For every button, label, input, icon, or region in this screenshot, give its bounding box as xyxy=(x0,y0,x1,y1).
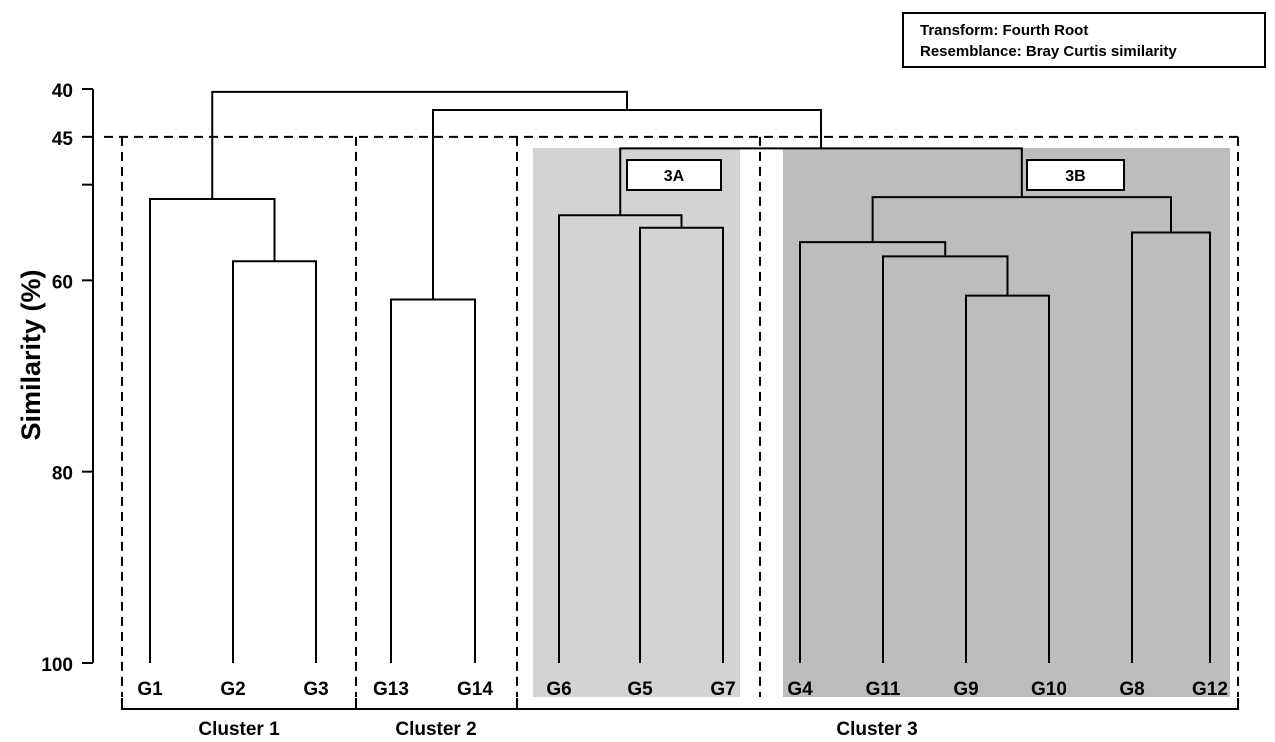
y-axis-label: Similarity (%) xyxy=(16,269,46,440)
y-tick-label-100: 100 xyxy=(41,655,73,676)
y-tick-label-45: 45 xyxy=(52,129,74,150)
transform-note: Transform: Fourth Root xyxy=(920,22,1089,39)
subgroup-3a-shade xyxy=(533,148,740,697)
leaf-label-g9: G9 xyxy=(953,679,978,700)
subgroup-3b-shade xyxy=(783,148,1230,697)
cluster-label-1: Cluster 1 xyxy=(198,719,280,740)
subgroup-3b-label: 3B xyxy=(1065,168,1085,185)
cluster-label-3: Cluster 3 xyxy=(836,719,917,740)
subgroup-3a-label-box xyxy=(626,159,722,191)
leaf-label-g1: G1 xyxy=(137,679,163,700)
leaf-label-g11: G11 xyxy=(866,679,901,700)
leaf-label-g12: G12 xyxy=(1192,679,1228,700)
leaf-label-g4: G4 xyxy=(787,679,813,700)
method-annotation-box: Transform: Fourth Root Resemblance: Bray… xyxy=(902,12,1266,68)
leaf-label-g5: G5 xyxy=(627,679,653,700)
y-tick-label-40: 40 xyxy=(52,81,73,102)
y-tick-label-80: 80 xyxy=(52,464,73,485)
cluster-label-2: Cluster 2 xyxy=(395,719,476,740)
leaf-label-g6: G6 xyxy=(546,679,571,700)
resemblance-note: Resemblance: Bray Curtis similarity xyxy=(920,43,1177,60)
leaf-label-g10: G10 xyxy=(1031,679,1067,700)
leaf-label-g7: G7 xyxy=(710,679,735,700)
y-tick-label-60: 60 xyxy=(52,272,73,293)
leaf-label-g14: G14 xyxy=(457,679,493,700)
subgroup-3a-label: 3A xyxy=(664,168,685,185)
leaf-label-g3: G3 xyxy=(303,679,328,700)
leaf-label-g13: G13 xyxy=(373,679,409,700)
leaf-label-g2: G2 xyxy=(220,679,245,700)
subgroup-3b-label-box xyxy=(1026,159,1125,191)
leaf-label-g8: G8 xyxy=(1119,679,1144,700)
